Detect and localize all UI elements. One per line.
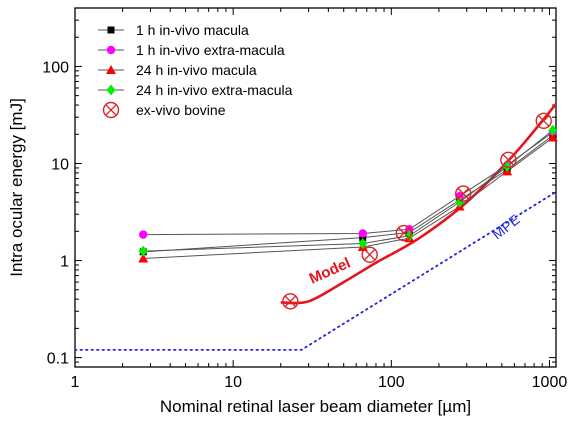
legend: 1 h in-vivo macula 1 h in-vivo extra-macu… <box>98 22 293 119</box>
marker-ring <box>102 101 120 119</box>
axis-ticks <box>74 7 556 368</box>
mpe-curve <box>75 190 556 351</box>
data-point <box>535 112 552 130</box>
marker-ring <box>282 293 299 310</box>
data-point <box>138 253 149 263</box>
curves-layer <box>75 103 556 351</box>
y-tick-label: 1 <box>60 254 69 271</box>
data-point <box>455 196 465 208</box>
legend-item-1-h-in-vivo-macula: 1 h in-vivo macula <box>98 22 249 38</box>
marker-cross <box>363 248 376 261</box>
legend-item-24-h-in-vivo-macula: 24 h in-vivo macula <box>98 62 257 78</box>
x-axis-title: Nominal retinal laser beam diameter [µm] <box>160 397 471 416</box>
y-tick-label: 10 <box>51 156 69 173</box>
legend-item-24-h-in-vivo-extra-macula: 24 h in-vivo extra-macula <box>98 82 293 98</box>
legend-label: 24 h in-vivo extra-macula <box>136 82 293 98</box>
24-h-in-vivo-extra-macula-line <box>143 129 554 252</box>
marker-ring <box>361 246 378 263</box>
24-h-in-vivo-macula-series <box>138 132 558 263</box>
data-point <box>547 132 558 142</box>
x-tick-label: 1000 <box>532 374 568 391</box>
1-h-in-vivo-extra-macula-line <box>143 131 554 236</box>
data-point <box>455 185 472 202</box>
marker-cross <box>457 187 469 200</box>
mpe-curve-label: MPE <box>489 211 523 242</box>
x-tick-label: 10 <box>224 374 242 391</box>
1-h-in-vivo-extra-macula-series <box>139 128 558 239</box>
model-curve-label: Model <box>307 254 354 287</box>
model-curve <box>280 103 556 305</box>
marker-cross <box>398 227 410 239</box>
legend-marker <box>106 45 116 55</box>
legend-label: ex-vivo bovine <box>136 102 226 118</box>
legend-label: 24 h in-vivo macula <box>136 62 257 78</box>
data-point <box>548 124 558 136</box>
marker-ring <box>500 151 517 169</box>
data-point <box>361 246 378 263</box>
marker-cross <box>105 104 117 116</box>
marker-cross <box>537 115 550 127</box>
legend-marker <box>102 101 120 119</box>
legend-marker <box>106 84 116 96</box>
data-point <box>395 224 413 242</box>
legend-item-ex-vivo-bovine: ex-vivo bovine <box>102 101 226 119</box>
data-point <box>500 151 517 169</box>
marker-cross <box>502 154 515 166</box>
y-tick-label: 100 <box>42 59 69 76</box>
data-point <box>138 245 148 257</box>
legend-label: 1 h in-vivo extra-macula <box>136 42 285 58</box>
x-tick-label: 100 <box>378 374 405 391</box>
data-point <box>282 293 299 310</box>
24-h-in-vivo-macula-line <box>143 137 554 259</box>
legend-marker <box>107 26 115 34</box>
marker-cross <box>284 295 297 308</box>
series-layer <box>138 112 558 310</box>
data-point <box>139 230 148 239</box>
legend-marker <box>106 65 116 74</box>
plot-area <box>74 7 557 368</box>
marker-ring <box>455 185 472 202</box>
y-axis-title: Intra ocular energy [mJ] <box>7 98 26 277</box>
legend-item-1-h-in-vivo-extra-macula: 1 h in-vivo extra-macula <box>98 42 285 58</box>
data-point <box>358 237 368 249</box>
legend-label: 1 h in-vivo macula <box>136 22 249 38</box>
ex-vivo-bovine-series <box>282 112 552 310</box>
marker-ring <box>395 224 413 242</box>
data-point <box>358 229 367 238</box>
x-tick-label: 1 <box>71 374 80 391</box>
y-tick-label: 0.1 <box>47 351 69 368</box>
marker-ring <box>535 112 552 130</box>
